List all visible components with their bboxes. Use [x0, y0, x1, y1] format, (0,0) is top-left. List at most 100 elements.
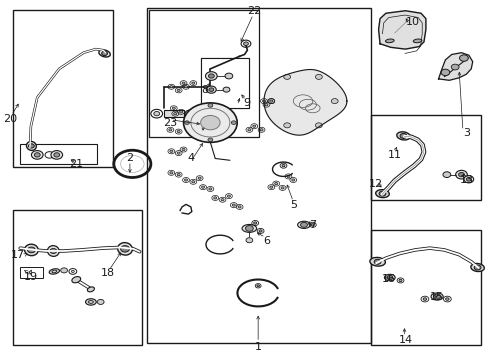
Circle shape	[213, 197, 216, 199]
Circle shape	[283, 123, 290, 128]
Circle shape	[205, 72, 217, 80]
Text: 9: 9	[243, 98, 250, 108]
Circle shape	[27, 247, 35, 253]
Text: 15: 15	[429, 292, 443, 302]
Ellipse shape	[375, 190, 388, 198]
Circle shape	[227, 195, 230, 197]
Circle shape	[182, 82, 184, 84]
Bar	[13, 10, 113, 167]
Circle shape	[179, 111, 183, 113]
Text: 11: 11	[387, 150, 401, 160]
Circle shape	[243, 42, 248, 45]
Circle shape	[282, 165, 285, 167]
Text: 21: 21	[69, 159, 82, 169]
Text: 4: 4	[187, 153, 194, 163]
Circle shape	[247, 129, 250, 131]
Text: 12: 12	[368, 179, 383, 189]
Ellipse shape	[297, 221, 310, 228]
Ellipse shape	[47, 246, 59, 256]
Ellipse shape	[412, 39, 421, 43]
Circle shape	[300, 222, 307, 227]
Circle shape	[315, 123, 322, 128]
Circle shape	[177, 130, 180, 133]
Ellipse shape	[85, 299, 96, 305]
Circle shape	[184, 179, 187, 181]
Circle shape	[231, 121, 236, 125]
Circle shape	[330, 99, 337, 104]
Circle shape	[191, 181, 194, 183]
Circle shape	[154, 112, 159, 116]
Circle shape	[440, 69, 449, 76]
Text: 22: 22	[246, 6, 261, 17]
Text: 19: 19	[24, 272, 38, 282]
Circle shape	[286, 175, 289, 177]
Circle shape	[71, 270, 74, 273]
Circle shape	[169, 86, 173, 88]
Circle shape	[34, 153, 40, 157]
Bar	[200, 58, 249, 108]
Circle shape	[187, 112, 192, 116]
Circle shape	[31, 150, 43, 159]
Circle shape	[200, 116, 220, 130]
Circle shape	[450, 64, 458, 70]
Ellipse shape	[242, 225, 256, 232]
Ellipse shape	[385, 39, 393, 43]
Text: 3: 3	[462, 129, 469, 138]
Text: 23: 23	[163, 118, 177, 128]
Circle shape	[245, 226, 253, 231]
Circle shape	[221, 199, 224, 201]
Bar	[149, 10, 259, 137]
Circle shape	[183, 103, 237, 142]
Circle shape	[422, 298, 426, 300]
Circle shape	[259, 230, 262, 232]
Circle shape	[184, 121, 189, 125]
Text: 17: 17	[11, 250, 25, 260]
Circle shape	[262, 100, 265, 102]
Circle shape	[177, 174, 180, 176]
Circle shape	[208, 74, 214, 78]
Bar	[163, 110, 183, 117]
Bar	[13, 211, 142, 345]
Text: 5: 5	[289, 200, 296, 210]
Circle shape	[274, 183, 277, 185]
Circle shape	[253, 222, 256, 224]
Circle shape	[172, 107, 175, 109]
Circle shape	[28, 144, 34, 148]
Circle shape	[201, 186, 204, 188]
Bar	[147, 8, 370, 343]
Text: 2: 2	[126, 153, 133, 163]
Polygon shape	[264, 69, 346, 135]
Circle shape	[260, 129, 263, 131]
Circle shape	[207, 104, 212, 107]
Circle shape	[310, 224, 314, 226]
Circle shape	[281, 187, 284, 189]
Text: 18: 18	[101, 268, 115, 278]
Ellipse shape	[396, 132, 409, 140]
Circle shape	[191, 82, 194, 84]
Circle shape	[184, 86, 187, 88]
Ellipse shape	[99, 50, 110, 57]
Bar	[20, 267, 43, 278]
Ellipse shape	[369, 257, 385, 266]
Circle shape	[223, 87, 229, 92]
Circle shape	[169, 150, 173, 152]
Circle shape	[200, 121, 205, 125]
Circle shape	[51, 150, 62, 159]
Ellipse shape	[384, 274, 394, 281]
Circle shape	[386, 275, 392, 280]
Text: 6: 6	[263, 236, 269, 246]
Circle shape	[169, 172, 173, 174]
Circle shape	[224, 73, 232, 79]
Circle shape	[463, 176, 473, 183]
Circle shape	[121, 246, 129, 252]
Ellipse shape	[118, 243, 132, 255]
Circle shape	[459, 55, 468, 61]
Circle shape	[177, 152, 180, 154]
Ellipse shape	[24, 244, 38, 256]
Text: 20: 20	[3, 114, 18, 124]
Polygon shape	[438, 53, 472, 80]
Bar	[20, 144, 97, 164]
Circle shape	[264, 104, 267, 106]
Ellipse shape	[26, 141, 36, 150]
Circle shape	[442, 172, 450, 177]
